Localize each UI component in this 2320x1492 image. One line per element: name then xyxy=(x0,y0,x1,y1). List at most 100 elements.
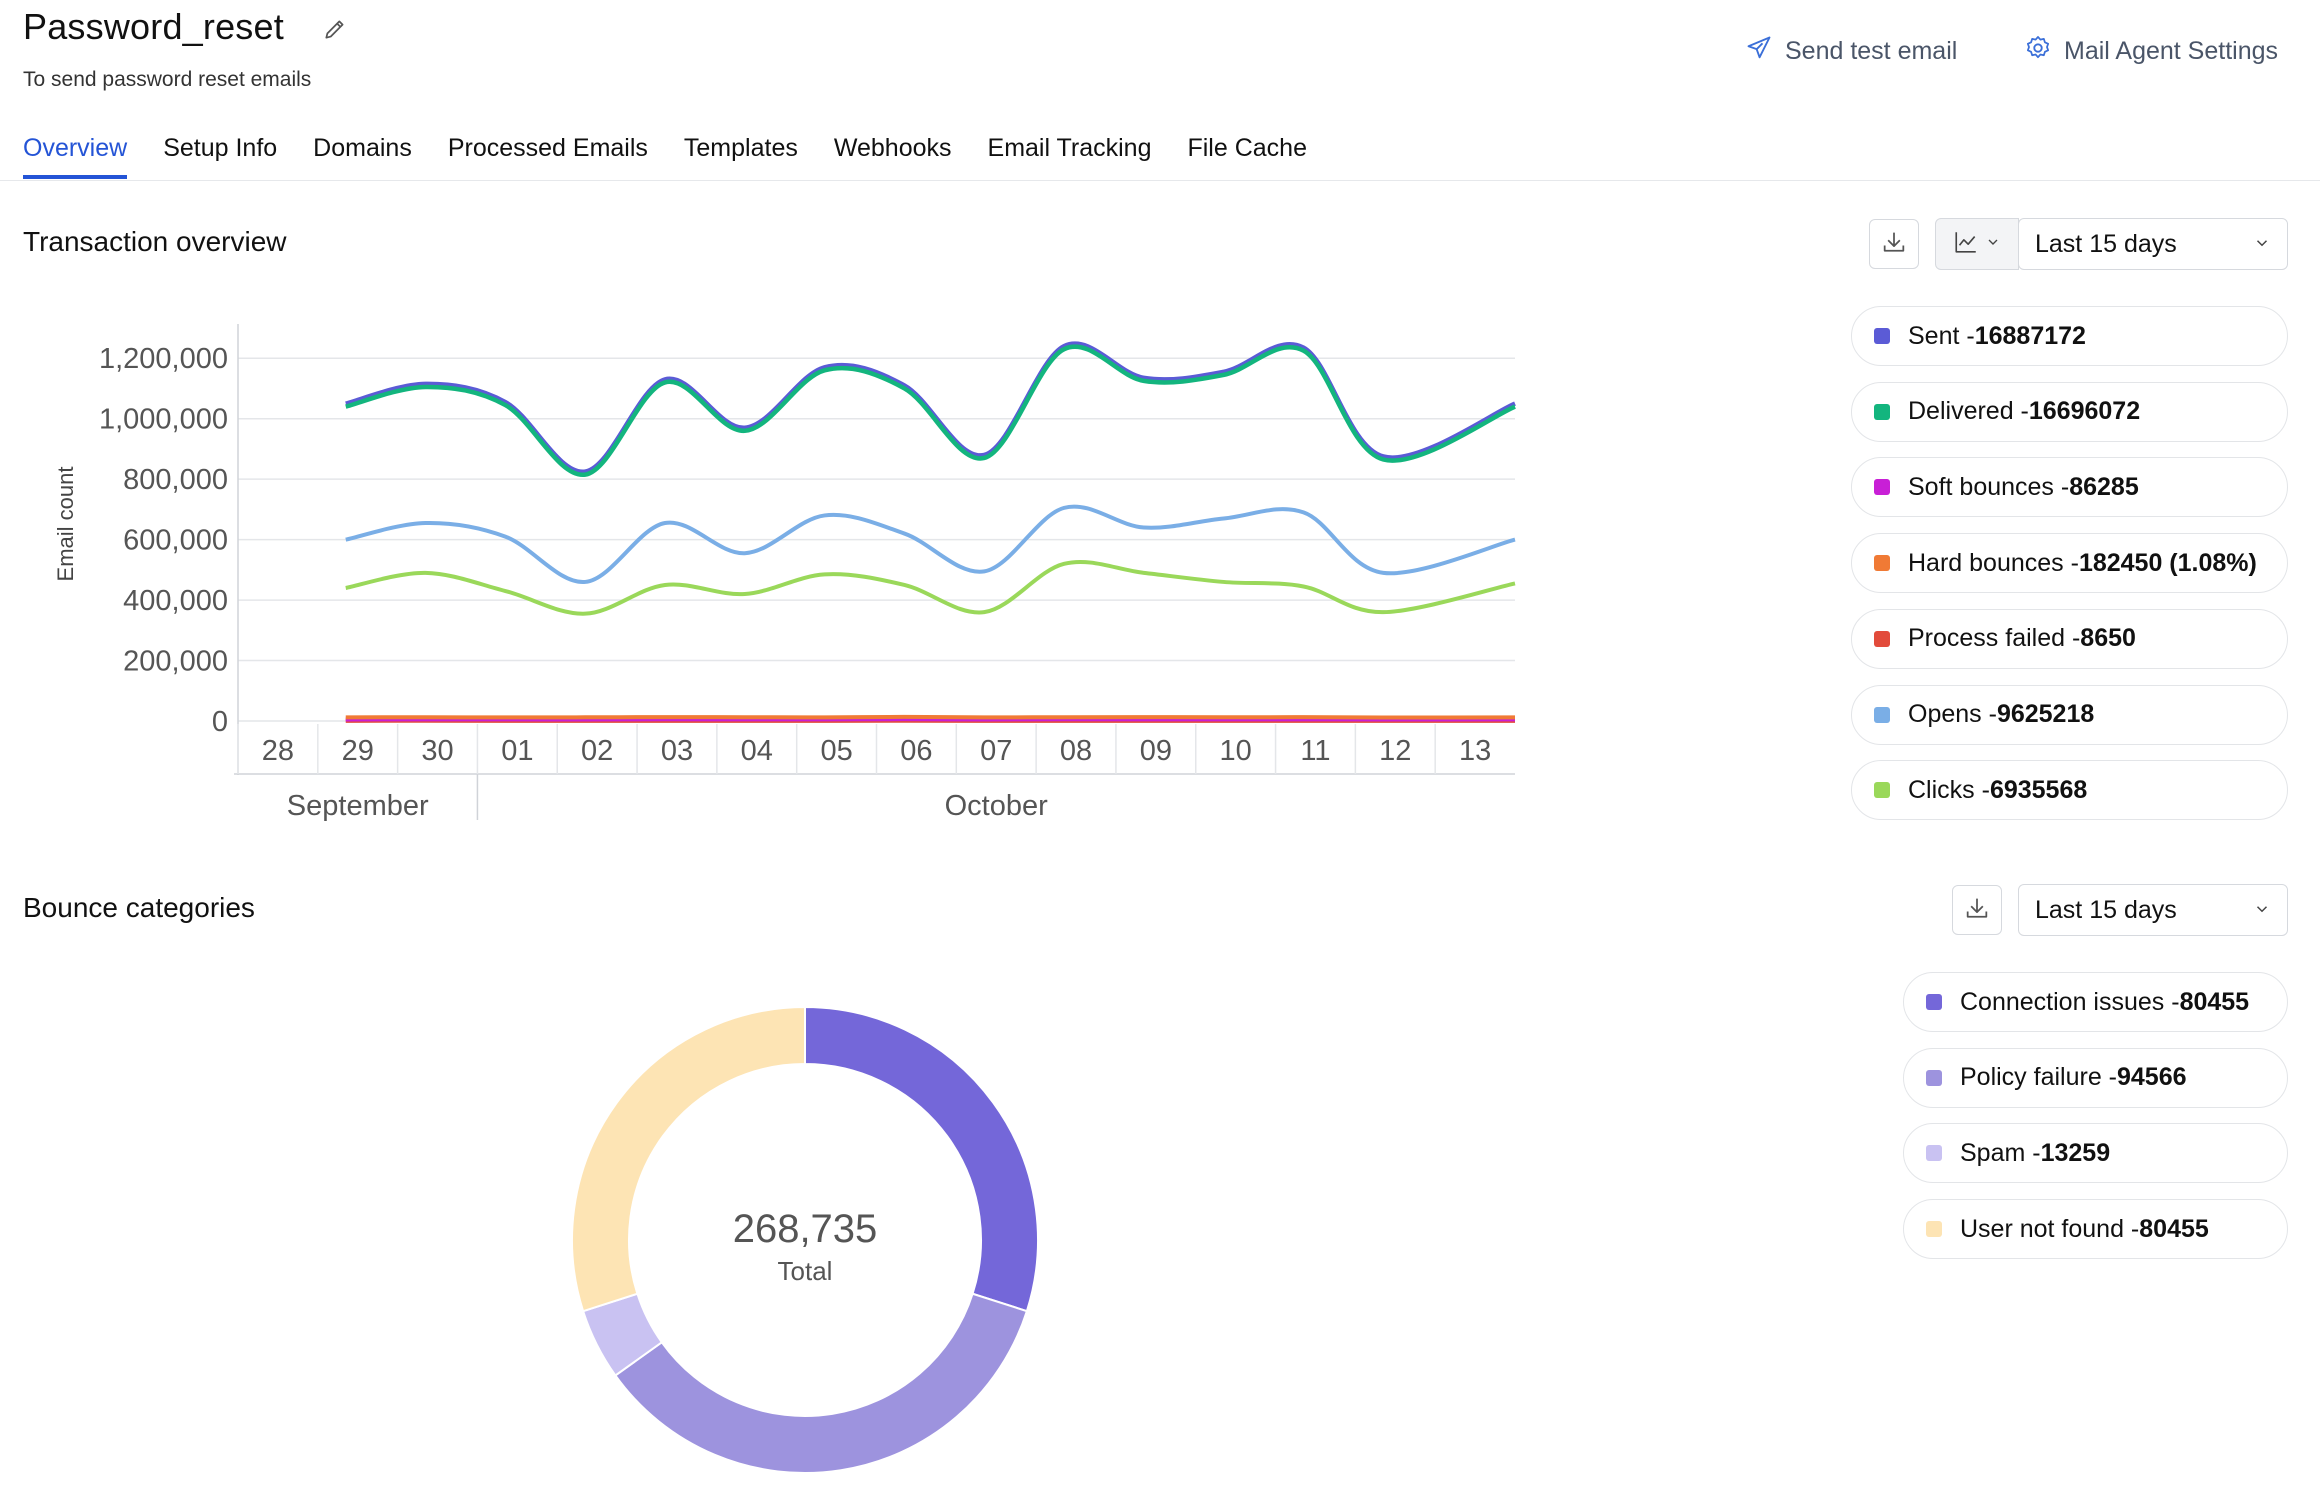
x-tick-label: 05 xyxy=(820,735,852,767)
legend-swatch xyxy=(1874,328,1890,344)
bounce-legend-item[interactable]: Spam - 13259 xyxy=(1903,1123,2288,1184)
legend-value: 80455 xyxy=(2139,1214,2209,1243)
donut-slice-connection-issues[interactable] xyxy=(804,1005,1039,1313)
bounce-legend-item[interactable]: Connection issues - 80455 xyxy=(1903,972,2288,1032)
legend-label: Spam - xyxy=(1960,1138,2041,1167)
legend-swatch xyxy=(1874,706,1890,723)
legend-value: 94566 xyxy=(2117,1063,2187,1092)
transaction-legend-item[interactable]: Delivered - 16696072 xyxy=(1851,381,2288,442)
tab-processed-emails[interactable]: Processed Emails xyxy=(447,134,648,162)
tab-file-cache[interactable]: File Cache xyxy=(1187,134,1307,162)
x-tick-label: 08 xyxy=(1060,735,1092,767)
bounce-legend-item[interactable]: User not found - 80455 xyxy=(1903,1199,2288,1260)
tab-setup-info[interactable]: Setup Info xyxy=(163,134,278,162)
legend-swatch xyxy=(1926,1069,1942,1086)
transaction-line-chart: 0 200,000 400,000 600,000 800,000 1,000,000 1,… xyxy=(53,324,1516,822)
transaction-legend-item[interactable]: Sent - 16887172 xyxy=(1851,306,2288,366)
bounce-date-range-value: Last 15 days xyxy=(2035,895,2177,924)
legend-value: 182450 (1.08%) xyxy=(2078,548,2257,577)
transaction-overview-title: Transaction overview xyxy=(23,226,287,257)
bounce-donut-chart: 268,735 Total xyxy=(571,1005,1039,1474)
legend-swatch xyxy=(1874,555,1890,572)
donut-slice-user-not-found[interactable] xyxy=(571,1005,806,1313)
series-line-opens[interactable] xyxy=(345,504,1516,584)
legend-label: Policy failure - xyxy=(1960,1063,2117,1092)
series-line-hard-bounces[interactable] xyxy=(345,714,1516,720)
bounce-download-button[interactable] xyxy=(1952,885,2002,935)
tab-templates[interactable]: Templates xyxy=(683,134,798,162)
legend-value: 80455 xyxy=(2179,987,2250,1016)
chart-type-selector[interactable] xyxy=(1935,218,2019,270)
transaction-legend-item[interactable]: Process failed - 8650 xyxy=(1851,608,2288,669)
transaction-legend-item[interactable]: Clicks - 6935568 xyxy=(1851,760,2288,821)
legend-value: 6935568 xyxy=(1989,775,2088,804)
transaction-download-button[interactable] xyxy=(1869,219,1919,269)
tab-bar: Overview Setup Info Domains Processed Em… xyxy=(23,134,1343,179)
legend-label: Delivered - xyxy=(1908,397,2029,426)
legend-value: 86285 xyxy=(2069,472,2139,501)
legend-value: 13259 xyxy=(2040,1138,2111,1167)
x-tick-label: 29 xyxy=(342,735,374,767)
legend-value: 9625218 xyxy=(1996,700,2095,728)
line-chart-icon xyxy=(1953,229,1979,260)
transaction-legend-item[interactable]: Hard bounces - 182450 (1.08%) xyxy=(1851,533,2288,594)
y-tick-label: 1,000,000 xyxy=(99,404,228,436)
download-icon xyxy=(1880,228,1908,261)
legend-swatch xyxy=(1926,1145,1942,1162)
x-tick-label: 10 xyxy=(1220,735,1252,767)
page-subtitle: To send password reset emails xyxy=(23,68,312,91)
bounce-legend-item[interactable]: Policy failure - 94566 xyxy=(1903,1047,2288,1108)
legend-label: Soft bounces - xyxy=(1908,472,2070,501)
bounce-categories-title: Bounce categories xyxy=(23,892,255,923)
y-tick-label: 400,000 xyxy=(123,585,228,617)
page-title: Password_reset xyxy=(23,6,284,47)
y-tick-label: 1,200,000 xyxy=(99,343,228,375)
tab-email-tracking[interactable]: Email Tracking xyxy=(987,134,1152,162)
month-label: September xyxy=(287,790,429,822)
x-tick-label: 04 xyxy=(741,735,773,767)
legend-swatch xyxy=(1874,403,1890,420)
tabs-divider xyxy=(0,180,2320,181)
legend-swatch xyxy=(1874,630,1890,647)
x-tick-label: 06 xyxy=(900,735,932,767)
y-axis-title: Email count xyxy=(53,467,78,582)
legend-label: Connection issues - xyxy=(1960,987,2180,1016)
x-tick-label: 02 xyxy=(581,735,613,767)
edit-icon[interactable] xyxy=(322,16,348,42)
y-tick-label: 800,000 xyxy=(123,464,228,496)
x-tick-label: 09 xyxy=(1140,735,1172,767)
send-icon xyxy=(1745,34,1773,69)
send-test-email-label: Send test email xyxy=(1785,37,1958,65)
x-tick-label: 12 xyxy=(1379,735,1411,767)
donut-slice-policy-failure[interactable] xyxy=(614,1292,1029,1474)
download-icon xyxy=(1963,894,1991,927)
mail-agent-settings-label: Mail Agent Settings xyxy=(2064,37,2279,65)
x-tick-label: 28 xyxy=(262,735,294,767)
donut-total-value: 268,735 xyxy=(733,1207,878,1251)
legend-swatch xyxy=(1874,782,1890,799)
x-tick-label: 01 xyxy=(501,735,533,767)
legend-value: 8650 xyxy=(2080,624,2136,653)
donut-total-label: Total xyxy=(778,1256,833,1286)
legend-label: Opens - xyxy=(1908,700,1997,728)
legend-label: Hard bounces - xyxy=(1908,548,2079,577)
mail-agent-settings-button[interactable]: Mail Agent Settings xyxy=(2024,34,2278,69)
transaction-date-range-value: Last 15 days xyxy=(2035,229,2177,258)
tab-overview[interactable]: Overview xyxy=(23,134,128,179)
y-tick-label: 200,000 xyxy=(123,646,228,678)
legend-value: 16887172 xyxy=(1974,321,2086,350)
legend-label: Clicks - xyxy=(1908,775,1990,804)
send-test-email-button[interactable]: Send test email xyxy=(1745,34,1957,69)
transaction-date-range-select[interactable]: Last 15 days xyxy=(2018,218,2288,270)
x-tick-label: 30 xyxy=(421,735,453,767)
series-line-clicks[interactable] xyxy=(345,559,1516,616)
bounce-date-range-select[interactable]: Last 15 days xyxy=(2018,884,2288,936)
series-line-delivered[interactable] xyxy=(345,344,1516,477)
transaction-legend-item[interactable]: Soft bounces - 86285 xyxy=(1851,457,2288,518)
gear-icon xyxy=(2024,34,2052,69)
x-tick-label: 11 xyxy=(1300,735,1330,767)
tab-webhooks[interactable]: Webhooks xyxy=(833,134,952,162)
transaction-legend-item[interactable]: Opens - 9625218 xyxy=(1851,684,2288,745)
tab-domains[interactable]: Domains xyxy=(313,134,412,162)
x-tick-label: 07 xyxy=(980,735,1012,767)
